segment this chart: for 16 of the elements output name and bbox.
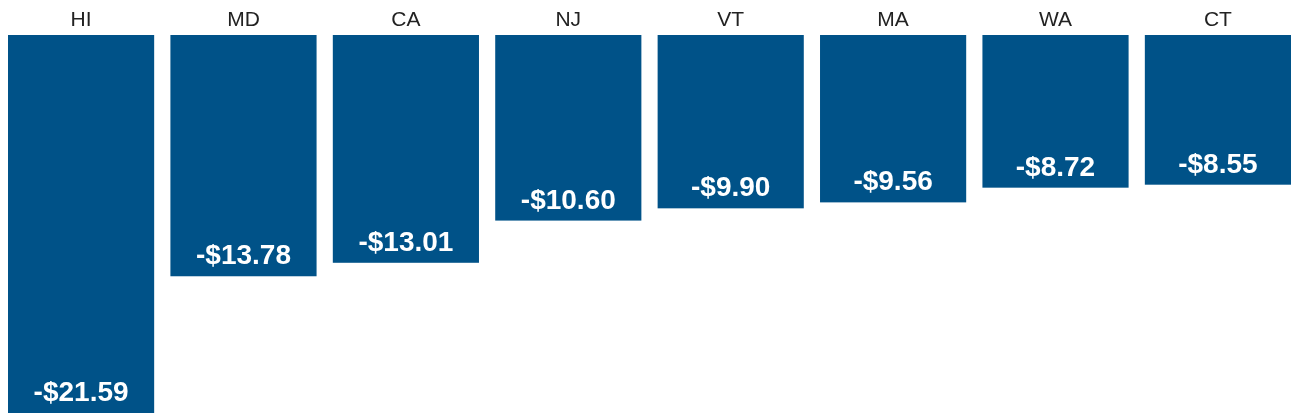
data-label: -$13.01 xyxy=(358,225,454,257)
data-label: -$21.59 xyxy=(33,376,129,407)
x-tick-label: CA xyxy=(391,7,421,30)
data-label: -$9.56 xyxy=(853,165,933,197)
data-label: -$10.60 xyxy=(520,183,616,215)
x-tick-label: CT xyxy=(1203,7,1233,30)
x-tick-label: NJ xyxy=(555,7,582,30)
data-label: -$8.55 xyxy=(1178,147,1258,179)
data-label: -$13.78 xyxy=(196,239,291,271)
x-tick-label: WA xyxy=(1038,7,1073,30)
x-tick-label: VT xyxy=(717,7,745,30)
x-tick-label: MD xyxy=(227,7,260,30)
x-tick-label: MA xyxy=(877,7,909,30)
data-label: -$9.90 xyxy=(691,171,771,203)
x-tick-label: HI xyxy=(70,7,92,30)
data-label: -$8.72 xyxy=(1015,150,1096,182)
